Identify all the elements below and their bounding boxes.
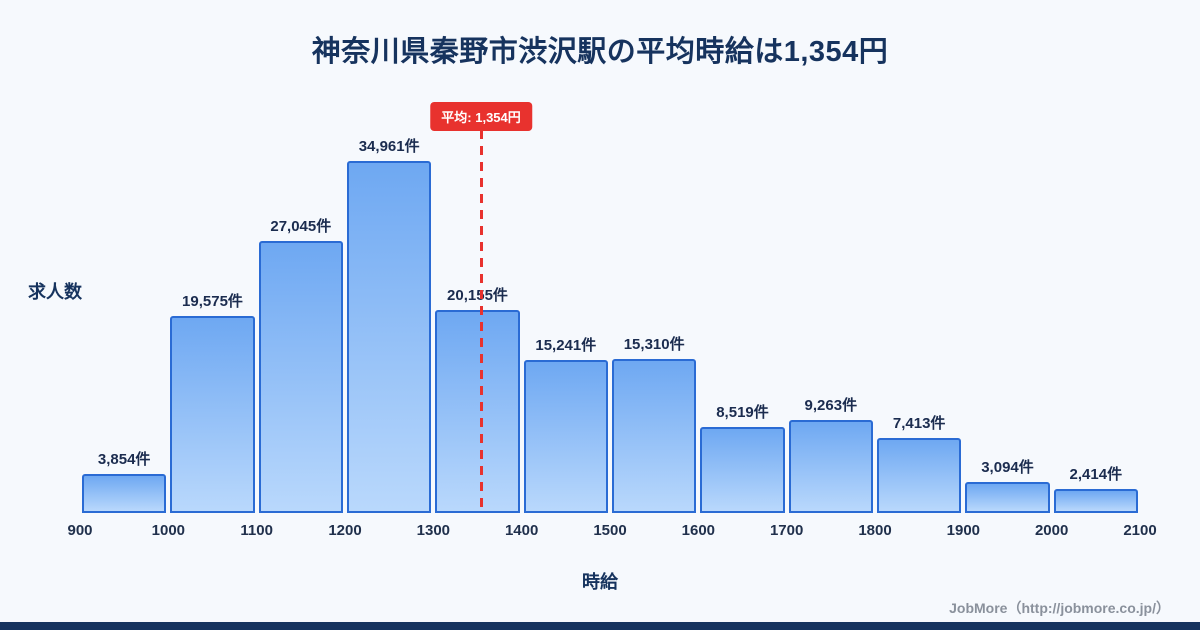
x-tick-label: 1100 xyxy=(240,522,273,539)
x-tick-label: 1900 xyxy=(946,522,981,539)
bar: 3,094件 xyxy=(965,459,1050,513)
bar-value-label: 19,575件 xyxy=(182,293,243,311)
bar: 27,045件 xyxy=(258,218,343,513)
bar-value-label: 3,854件 xyxy=(97,451,151,469)
x-tick-label: 1600 xyxy=(681,522,716,539)
x-tick-label: 1200 xyxy=(328,522,362,539)
bar: 8,519件 xyxy=(700,404,785,513)
x-tick-label: 1000 xyxy=(151,522,186,539)
average-badge: 平均: 1,354円 xyxy=(430,102,532,131)
bar: 15,310件 xyxy=(612,336,697,513)
bar: 2,414件 xyxy=(1053,466,1138,513)
bar-value-label: 15,241件 xyxy=(535,336,597,354)
bar: 15,241件 xyxy=(523,337,608,513)
footer-credit: JobMore（http://jobmore.co.jp/） xyxy=(949,600,1170,616)
x-tick-label: 1400 xyxy=(504,522,539,539)
y-axis-label: 求人数 xyxy=(28,282,82,302)
bar-value-label: 8,519件 xyxy=(716,404,769,422)
bar: 20,155件 xyxy=(435,287,520,513)
x-tick-label: 2100 xyxy=(1123,522,1157,539)
bar-value-label: 20,155件 xyxy=(447,287,508,305)
bar: 9,263件 xyxy=(788,397,873,513)
bar: 7,413件 xyxy=(877,415,962,513)
page-title: 神奈川県秦野市渋沢駅の平均時給は1,354円 xyxy=(311,36,889,68)
x-tick-label: 900 xyxy=(67,522,93,539)
average-line xyxy=(479,130,483,513)
x-tick-label: 1500 xyxy=(593,522,627,539)
x-tick-label: 1800 xyxy=(858,522,892,539)
bottom-accent-bar xyxy=(0,622,1200,630)
x-axis-ticks: 900 1000 1100 1200 1300 1400 1500 1600 1700 1800 1… xyxy=(67,522,1156,542)
bar-value-label: 2,414件 xyxy=(1069,465,1123,483)
x-tick-label: 1700 xyxy=(769,522,804,539)
bar-value-label: 15,310件 xyxy=(623,336,685,354)
plot-area: 3,854件 19,575件 27,045件 34,961件 20,155件 15,241… xyxy=(80,138,1140,513)
bar-value-label: 7,413件 xyxy=(892,415,946,433)
bar-value-label: 9,263件 xyxy=(804,396,858,414)
x-tick-label: 1300 xyxy=(416,522,451,539)
x-tick-label: 2000 xyxy=(1034,522,1069,539)
bar-value-label: 27,045件 xyxy=(270,218,332,236)
bar: 19,575件 xyxy=(170,293,255,513)
x-axis-label: 時給 xyxy=(582,572,618,592)
bar: 34,961件 xyxy=(347,138,432,513)
bar-value-label: 3,094件 xyxy=(981,458,1034,476)
bar: 3,854件 xyxy=(82,451,167,513)
bar-value-label: 34,961件 xyxy=(358,138,420,156)
